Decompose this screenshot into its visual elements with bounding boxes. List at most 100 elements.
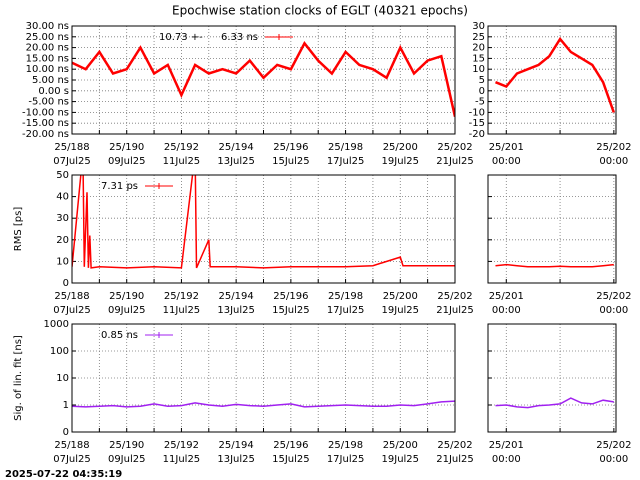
y-tick-label: -5.00 ns xyxy=(28,97,69,108)
plot-frame xyxy=(71,25,456,135)
x-tick-label: 25/188 xyxy=(54,142,89,153)
x-tick-label: 00:00 xyxy=(599,454,628,465)
legend-marker xyxy=(156,332,162,338)
x-tick-label: 25/202 xyxy=(437,291,472,302)
x-tick-label: 25/190 xyxy=(109,142,144,153)
y-tick-label: -10 xyxy=(469,107,485,118)
y-tick-label: 10 xyxy=(56,256,69,267)
y-tick-label: 30.00 ns xyxy=(26,21,69,32)
x-tick-label: 15Jul25 xyxy=(272,305,310,316)
x-tick-label: 00:00 xyxy=(599,156,628,167)
x-tick-label: 25/192 xyxy=(164,440,199,451)
y-tick-label: 5 xyxy=(479,75,485,86)
x-tick-label: 25/198 xyxy=(328,142,363,153)
y-tick-label: 0.00 s xyxy=(38,86,69,97)
y-tick-label: 10 xyxy=(56,373,69,384)
y-tick-label: 15 xyxy=(472,53,485,64)
legend-label: 0.85 ns xyxy=(101,330,138,341)
x-tick-label: 19Jul25 xyxy=(382,156,420,167)
x-tick-label: 11Jul25 xyxy=(163,305,201,316)
y-tick-label: 1 xyxy=(63,400,69,411)
x-tick-label: 25/192 xyxy=(164,142,199,153)
plot-frame xyxy=(71,174,456,284)
y-tick-label: 20.00 ns xyxy=(26,43,69,54)
x-tick-label: 07Jul25 xyxy=(53,156,91,167)
y-tick-label: -10.00 ns xyxy=(22,107,69,118)
y-tick-label: -15.00 ns xyxy=(22,118,69,129)
x-tick-label: 15Jul25 xyxy=(272,156,310,167)
y-tick-label: 30 xyxy=(56,213,69,224)
x-tick-label: 25/196 xyxy=(273,291,308,302)
x-tick-label: 13Jul25 xyxy=(217,156,255,167)
y-tick-label: 15.00 ns xyxy=(26,53,69,64)
data-line xyxy=(72,41,455,117)
legend-marker xyxy=(276,34,282,40)
x-tick-label: 17Jul25 xyxy=(327,454,365,465)
data-line xyxy=(72,175,455,269)
x-tick-label: 00:00 xyxy=(492,454,521,465)
legend-label: 6.33 ns xyxy=(221,32,258,43)
x-tick-label: 25/200 xyxy=(383,142,418,153)
legend-label: 10.73 +- xyxy=(159,32,203,43)
plot-frame xyxy=(487,25,617,135)
x-tick-label: 25/202 xyxy=(596,291,631,302)
legend-marker xyxy=(156,183,162,189)
x-tick-label: 09Jul25 xyxy=(108,156,146,167)
y-tick-label: 20 xyxy=(472,43,485,54)
x-tick-label: 25/202 xyxy=(596,440,631,451)
data-line xyxy=(72,400,455,408)
x-tick-label: 25/201 xyxy=(489,440,524,451)
x-tick-label: 25/192 xyxy=(164,291,199,302)
x-tick-label: 00:00 xyxy=(599,305,628,316)
data-line xyxy=(495,263,614,268)
y-tick-label: 0 xyxy=(63,427,69,438)
y-tick-label: 50 xyxy=(56,170,69,181)
x-tick-label: 25/200 xyxy=(383,291,418,302)
plot-frame xyxy=(71,323,456,433)
y-tick-label: 40 xyxy=(56,192,69,203)
x-tick-label: 19Jul25 xyxy=(382,305,420,316)
y-tick-label: 30 xyxy=(472,21,485,32)
y-tick-label: 5.00 ns xyxy=(32,75,69,86)
x-tick-label: 09Jul25 xyxy=(108,305,146,316)
x-tick-label: 25/196 xyxy=(273,440,308,451)
x-tick-label: 11Jul25 xyxy=(163,156,201,167)
y-tick-label: 25.00 ns xyxy=(26,32,69,43)
page-title: Epochwise station clocks of EGLT (40321 … xyxy=(172,4,468,18)
x-tick-label: 25/188 xyxy=(54,440,89,451)
timestamp: 2025-07-22 04:35:19 xyxy=(5,469,122,480)
x-tick-label: 21Jul25 xyxy=(436,156,474,167)
y-tick-label: -15 xyxy=(469,118,485,129)
x-tick-label: 07Jul25 xyxy=(53,305,91,316)
x-tick-label: 25/202 xyxy=(437,142,472,153)
x-tick-label: 00:00 xyxy=(492,156,521,167)
x-tick-label: 15Jul25 xyxy=(272,454,310,465)
x-tick-label: 09Jul25 xyxy=(108,454,146,465)
x-tick-label: 25/190 xyxy=(109,440,144,451)
y-tick-label: -20.00 ns xyxy=(22,129,69,140)
x-tick-label: 13Jul25 xyxy=(217,454,255,465)
x-tick-label: 25/194 xyxy=(219,440,254,451)
data-line xyxy=(495,36,615,113)
x-tick-label: 13Jul25 xyxy=(217,305,255,316)
x-tick-label: 19Jul25 xyxy=(382,454,420,465)
x-tick-label: 25/201 xyxy=(489,142,524,153)
data-line xyxy=(495,397,614,409)
x-tick-label: 17Jul25 xyxy=(327,305,365,316)
x-tick-label: 25/194 xyxy=(219,142,254,153)
y-tick-label: 0 xyxy=(479,86,485,97)
x-tick-label: 25/202 xyxy=(596,142,631,153)
y-tick-label: 10 xyxy=(472,64,485,75)
x-tick-label: 25/190 xyxy=(109,291,144,302)
plot-frame xyxy=(487,323,617,433)
y-tick-label: 10.00 ns xyxy=(26,64,69,75)
x-tick-label: 25/198 xyxy=(328,440,363,451)
y-tick-label: 1000 xyxy=(44,319,69,330)
y-tick-label: -5 xyxy=(475,97,485,108)
x-tick-label: 07Jul25 xyxy=(53,454,91,465)
x-tick-label: 25/200 xyxy=(383,440,418,451)
x-tick-label: 25/198 xyxy=(328,291,363,302)
legend-label: 7.31 ps xyxy=(101,181,138,192)
x-tick-label: 21Jul25 xyxy=(436,305,474,316)
